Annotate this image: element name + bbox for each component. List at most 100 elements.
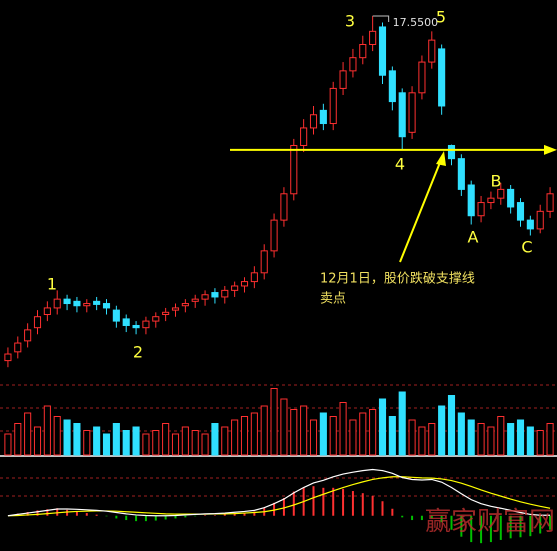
candle-body — [260, 250, 268, 274]
volume-bar — [33, 426, 42, 456]
volume-bar — [270, 388, 278, 456]
candle-body — [240, 281, 249, 287]
volume-bar — [132, 426, 140, 456]
candle-body — [162, 311, 170, 316]
volume-bar — [388, 416, 396, 456]
volume-bar — [378, 398, 387, 456]
candle-body — [388, 70, 396, 103]
candle-body — [378, 26, 387, 76]
volume-bar — [290, 409, 298, 456]
volume-bar — [497, 416, 505, 456]
candle-body — [418, 61, 426, 94]
candle-body — [309, 114, 318, 129]
volume-bar — [250, 412, 258, 456]
candle-body — [536, 210, 544, 230]
volume-bar — [526, 426, 534, 456]
volume-bar — [112, 423, 120, 456]
volume-bar — [14, 423, 22, 456]
candle-body — [280, 193, 288, 221]
volume-bar — [536, 430, 544, 456]
callout-text: 12月1日，股价跌破支撑线 — [320, 271, 475, 287]
volume-bar — [507, 423, 515, 456]
candle-body — [438, 48, 446, 107]
volume-bar — [467, 419, 475, 456]
candle-body — [152, 316, 160, 322]
volume-bar — [260, 405, 268, 456]
candle-body — [43, 307, 51, 316]
candle-body — [369, 30, 377, 46]
candle-body — [507, 188, 515, 208]
candle-body — [467, 184, 475, 217]
candle-body — [181, 303, 189, 307]
volume-bar — [171, 433, 180, 456]
candle-body — [526, 219, 534, 230]
candle-body — [24, 329, 32, 342]
volume-bar — [162, 423, 170, 456]
wave-label: 5 — [436, 8, 446, 27]
candle-body — [112, 309, 120, 322]
candle-body — [122, 318, 130, 326]
candle-body — [231, 285, 239, 291]
candle-body — [132, 324, 140, 329]
volume-bar — [4, 433, 12, 456]
volume-bar — [309, 419, 318, 456]
volume-bar — [438, 405, 446, 456]
volume-bar — [398, 391, 406, 456]
wave-label: 3 — [345, 12, 355, 31]
candle-body — [83, 303, 91, 307]
candle-body — [191, 298, 199, 302]
candle-body — [428, 39, 436, 63]
candle-body — [477, 202, 485, 217]
volume-bar — [369, 409, 377, 456]
candle-body — [171, 307, 180, 311]
volume-bar — [73, 423, 81, 456]
candle-body — [93, 300, 101, 305]
candle-body — [398, 92, 406, 138]
candle-body — [349, 57, 357, 72]
volume-bar — [152, 430, 160, 456]
arrow-head — [436, 151, 446, 166]
volume-bar — [83, 430, 91, 456]
candle-body — [4, 353, 12, 362]
candle-body — [211, 292, 219, 298]
candle-body — [447, 144, 456, 160]
candle-body — [270, 219, 278, 252]
volume-bar — [201, 433, 209, 456]
volume-bar — [329, 416, 337, 456]
volume-bar — [63, 419, 71, 456]
volume-bar — [359, 412, 367, 456]
candle-body — [201, 294, 209, 300]
volume-bar — [349, 419, 357, 456]
candle-body — [73, 300, 81, 307]
candle-body — [33, 316, 42, 329]
candle-body — [250, 272, 258, 283]
volume-bar — [418, 426, 426, 456]
wave-label: 1 — [47, 275, 57, 294]
volume-bar — [319, 412, 327, 456]
candle-body — [516, 202, 525, 221]
volume-bar — [221, 426, 229, 456]
candle-body — [102, 303, 111, 309]
volume-bar — [300, 405, 308, 456]
support-arrow — [544, 144, 557, 155]
volume-bar — [181, 426, 189, 456]
volume-bar — [447, 395, 456, 456]
candle-body — [497, 188, 505, 199]
volume-bar — [487, 426, 495, 456]
wave-label: 4 — [395, 155, 405, 174]
candle-body — [63, 298, 71, 305]
candle-body — [359, 44, 367, 59]
wave-label: C — [521, 238, 532, 257]
volume-bar — [142, 433, 150, 456]
candle-body — [339, 70, 347, 89]
candle-body — [142, 320, 150, 329]
watermark: 赢家财富网 — [425, 507, 555, 537]
volume-bar — [428, 423, 436, 456]
candle-body — [53, 298, 61, 309]
high-marker-label: 17.5500 — [393, 16, 439, 29]
candle-body — [319, 109, 327, 125]
volume-bar — [408, 419, 416, 456]
volume-bar — [191, 430, 199, 456]
